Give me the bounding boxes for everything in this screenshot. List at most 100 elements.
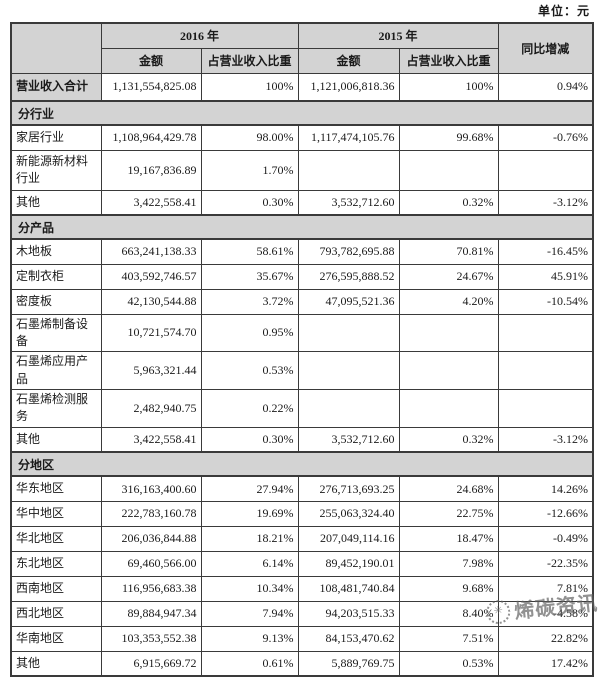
yoy-cell [497,389,594,428]
yoy-cell: 22.82% [497,625,594,652]
proportion-2015-cell [398,313,499,353]
row-label: 家居行业 [10,124,102,151]
amount-2016-cell: 5,963,321.44 [100,351,202,391]
proportion-2015-cell: 0.32% [398,189,499,216]
row-label: 石墨烯检测服务 [10,389,102,428]
amount-2015-cell: 3,532,712.60 [297,189,400,216]
table-row: 石墨烯应用产品 5,963,321.44 0.53% [10,351,594,391]
amount-2016-cell: 1,108,964,429.78 [100,124,202,151]
amount-2016-cell: 116,956,683.38 [100,575,202,602]
header-proportion-2016: 占营业收入比重 [200,47,299,74]
table-row: 西南地区 116,956,683.38 10.34% 108,481,740.84 9.… [10,575,594,602]
row-label: 华中地区 [10,500,102,527]
amount-2016-cell: 3,422,558.41 [100,189,202,216]
proportion-2016-cell: 18.21% [200,525,299,552]
proportion-2016-cell: 0.30% [200,426,299,453]
proportion-2016-cell: 98.00% [200,124,299,151]
section-header-row: 分行业 [10,100,594,126]
table-row: 营业收入合计 1,131,554,825.08 100% 1,121,006,818.… [10,72,594,102]
proportion-2015-cell: 9.68% [398,575,499,602]
yoy-cell: -4.58% [497,600,594,627]
table-body: 营业收入合计 1,131,554,825.08 100% 1,121,006,818.… [10,72,594,677]
proportion-2016-cell: 1.70% [200,149,299,191]
yoy-cell: -0.49% [497,525,594,552]
unit-label: 单位：元 [537,4,590,18]
proportion-2015-cell [398,389,499,428]
yoy-cell: 45.91% [497,263,594,290]
amount-2015-cell: 84,153,470.62 [297,625,400,652]
amount-2016-cell: 222,783,160.78 [100,500,202,527]
amount-2015-cell: 3,532,712.60 [297,426,400,453]
yoy-cell [497,313,594,353]
row-label: 西北地区 [10,600,102,627]
row-label: 华北地区 [10,525,102,552]
header-amount-2015: 金额 [297,47,400,74]
header-amount-2016: 金额 [100,47,202,74]
proportion-2015-cell: 0.32% [398,426,499,453]
header-yoy-change: 同比增减 [497,22,594,74]
proportion-2016-cell: 19.69% [200,500,299,527]
amount-2015-cell: 276,713,693.25 [297,475,400,502]
proportion-2015-cell: 8.40% [398,600,499,627]
amount-2016-cell: 1,131,554,825.08 [100,72,202,102]
proportion-2016-cell: 0.95% [200,313,299,353]
amount-2016-cell: 3,422,558.41 [100,426,202,453]
proportion-2015-cell: 70.81% [398,238,499,265]
proportion-2015-cell [398,149,499,191]
row-label: 石墨烯应用产品 [10,351,102,391]
amount-2016-cell: 69,460,566.00 [100,550,202,577]
header-year-2016: 2016 年 [100,22,299,49]
proportion-2016-cell: 0.22% [200,389,299,428]
section-title: 分行业 [10,100,594,126]
proportion-2016-cell: 0.61% [200,650,299,677]
yoy-cell: 0.94% [497,72,594,102]
proportion-2015-cell: 99.68% [398,124,499,151]
proportion-2015-cell: 24.67% [398,263,499,290]
amount-2015-cell: 255,063,324.40 [297,500,400,527]
row-label: 华东地区 [10,475,102,502]
header-proportion-2015: 占营业收入比重 [398,47,499,74]
yoy-cell [497,149,594,191]
row-label: 密度板 [10,288,102,315]
yoy-cell: -3.12% [497,189,594,216]
proportion-2015-cell: 22.75% [398,500,499,527]
table-row: 密度板 42,130,544.88 3.72% 47,095,521.36 4.20% -… [10,288,594,315]
row-label: 营业收入合计 [10,72,102,102]
proportion-2016-cell: 0.53% [200,351,299,391]
row-label: 华南地区 [10,625,102,652]
amount-2016-cell: 316,163,400.60 [100,475,202,502]
row-label: 其他 [10,189,102,216]
amount-2015-cell: 207,049,114.16 [297,525,400,552]
table-row: 华中地区 222,783,160.78 19.69% 255,063,324.40 22… [10,500,594,527]
amount-2015-cell [297,313,400,353]
amount-2016-cell: 42,130,544.88 [100,288,202,315]
row-label: 木地板 [10,238,102,265]
yoy-cell: 14.26% [497,475,594,502]
row-label: 西南地区 [10,575,102,602]
proportion-2016-cell: 3.72% [200,288,299,315]
table-row: 家居行业 1,108,964,429.78 98.00% 1,117,474,105.… [10,124,594,151]
proportion-2015-cell: 7.98% [398,550,499,577]
proportion-2016-cell: 35.67% [200,263,299,290]
table-row: 东北地区 69,460,566.00 6.14% 89,452,190.01 7.98%… [10,550,594,577]
amount-2015-cell: 1,121,006,818.36 [297,72,400,102]
amount-2016-cell: 403,592,746.57 [100,263,202,290]
proportion-2016-cell: 58.61% [200,238,299,265]
yoy-cell: -12.66% [497,500,594,527]
section-title: 分产品 [10,214,594,240]
yoy-cell [497,351,594,391]
proportion-2015-cell: 18.47% [398,525,499,552]
table-row: 西北地区 89,884,947.34 7.94% 94,203,515.33 8.40%… [10,600,594,627]
yoy-cell: 7.81% [497,575,594,602]
section-header-row: 分地区 [10,451,594,478]
table-row: 其他 6,915,669.72 0.61% 5,889,769.75 0.53% 17.4… [10,650,594,677]
amount-2016-cell: 19,167,836.89 [100,149,202,191]
row-label: 东北地区 [10,550,102,577]
table-row: 华北地区 206,036,844.88 18.21% 207,049,114.16 18… [10,525,594,552]
row-label: 石墨烯制备设备 [10,313,102,353]
proportion-2015-cell [398,351,499,391]
proportion-2015-cell: 100% [398,72,499,102]
amount-2016-cell: 103,353,552.38 [100,625,202,652]
proportion-2015-cell: 24.68% [398,475,499,502]
table-row: 定制衣柜 403,592,746.57 35.67% 276,595,888.52 24… [10,263,594,290]
